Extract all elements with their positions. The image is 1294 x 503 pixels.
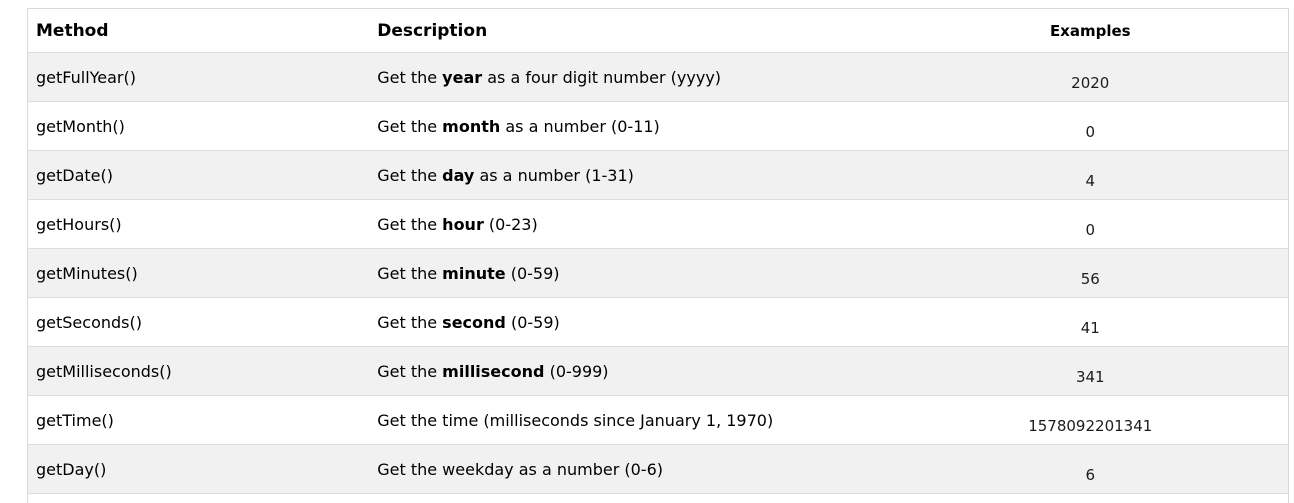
description-text-after: as a number (1-31)	[474, 165, 634, 185]
example-cell: 2020	[893, 53, 1289, 102]
example-cell: 1578092201341	[893, 396, 1289, 445]
description-cell: Get the hour (0-23)	[369, 200, 892, 249]
description-cell: Get the second (0-59)	[369, 298, 892, 347]
table-row: getDate() Get the day as a number (1-31)…	[27, 150, 1289, 200]
description-bold-text: minute	[442, 263, 506, 283]
description-bold-text: second	[442, 312, 506, 332]
column-header-description: Description	[377, 20, 488, 41]
description-text: Get the time (milliseconds since January…	[377, 410, 774, 430]
description-cell: Get the day as a number (1-31)	[369, 151, 892, 200]
description-cell: Get the millisecond (0-999)	[369, 347, 892, 396]
table-row	[27, 493, 1289, 503]
example-value: 0	[1085, 122, 1096, 141]
description-text-after: (0-59)	[505, 312, 560, 332]
date-methods-table: Method Description Examples getFullYear(…	[27, 8, 1289, 503]
description-text-after: (0-23)	[483, 214, 538, 234]
description-text: Get the	[377, 312, 443, 332]
column-header-method: Method	[36, 20, 109, 41]
method-cell: getSeconds()	[36, 312, 142, 332]
description-text-after: (0-999)	[544, 361, 609, 381]
description-cell: Get the weekday as a number (0-6)	[369, 445, 892, 494]
description-text-after: as a four digit number (yyyy)	[482, 67, 722, 87]
description-text-after: (0-59)	[505, 263, 560, 283]
description-cell: Get the minute (0-59)	[369, 249, 892, 298]
description-cell: Get the month as a number (0-11)	[369, 102, 892, 151]
description-bold-text: hour	[442, 214, 484, 234]
example-cell: 0	[893, 102, 1289, 151]
example-value: 6	[1085, 465, 1096, 484]
example-cell	[893, 494, 1289, 503]
table-body: getFullYear() Get the year as a four dig…	[27, 52, 1289, 503]
description-cell: Get the time (milliseconds since January…	[369, 396, 892, 445]
method-cell: getDay()	[36, 459, 107, 479]
example-value: 0	[1085, 220, 1096, 239]
description-cell: Get the year as a four digit number (yyy…	[369, 53, 892, 102]
header-row: Method Description Examples	[27, 8, 1289, 53]
table-row: getTime() Get the time (milliseconds sin…	[27, 395, 1289, 445]
description-text: Get the	[377, 67, 443, 87]
description-text: Get the	[377, 263, 443, 283]
method-cell: getMilliseconds()	[36, 361, 172, 381]
description-bold-text: day	[442, 165, 475, 185]
description-text: Get the	[377, 165, 443, 185]
method-cell: getHours()	[36, 214, 122, 234]
example-value: 41	[1080, 318, 1100, 337]
example-cell: 41	[893, 298, 1289, 347]
description-bold-text: month	[442, 116, 501, 136]
table-row: getSeconds() Get the second (0-59) 41	[27, 297, 1289, 347]
date-methods-table-container: Method Description Examples getFullYear(…	[27, 8, 1289, 503]
description-text: Get the	[377, 214, 443, 234]
table-row: getMonth() Get the month as a number (0-…	[27, 101, 1289, 151]
method-cell: getDate()	[36, 165, 113, 185]
table-row: getHours() Get the hour (0-23) 0	[27, 199, 1289, 249]
description-bold-text: millisecond	[442, 361, 545, 381]
table-row: getMilliseconds() Get the millisecond (0…	[27, 346, 1289, 396]
description-cell	[369, 494, 892, 503]
example-value: 341	[1075, 367, 1105, 386]
description-text: Get the	[377, 116, 443, 136]
method-cell: getMonth()	[36, 116, 125, 136]
example-cell: 341	[893, 347, 1289, 396]
example-cell: 0	[893, 200, 1289, 249]
example-cell: 4	[893, 151, 1289, 200]
table-row: getFullYear() Get the year as a four dig…	[27, 52, 1289, 102]
description-text: Get the	[377, 361, 443, 381]
method-cell: getFullYear()	[36, 67, 136, 87]
column-header-examples: Examples	[1049, 21, 1131, 40]
example-value: 1578092201341	[1028, 416, 1153, 435]
example-cell: 6	[893, 445, 1289, 494]
method-cell: getTime()	[36, 410, 114, 430]
table-row: getDay() Get the weekday as a number (0-…	[27, 444, 1289, 494]
description-text-after: as a number (0-11)	[500, 116, 660, 136]
example-value: 2020	[1071, 73, 1110, 92]
example-value: 4	[1085, 171, 1096, 190]
example-cell: 56	[893, 249, 1289, 298]
description-bold-text: year	[442, 67, 483, 87]
table-row: getMinutes() Get the minute (0-59) 56	[27, 248, 1289, 298]
method-cell: getMinutes()	[36, 263, 138, 283]
description-text: Get the weekday as a number (0-6)	[377, 459, 663, 479]
method-cell	[28, 494, 370, 503]
example-value: 56	[1080, 269, 1100, 288]
